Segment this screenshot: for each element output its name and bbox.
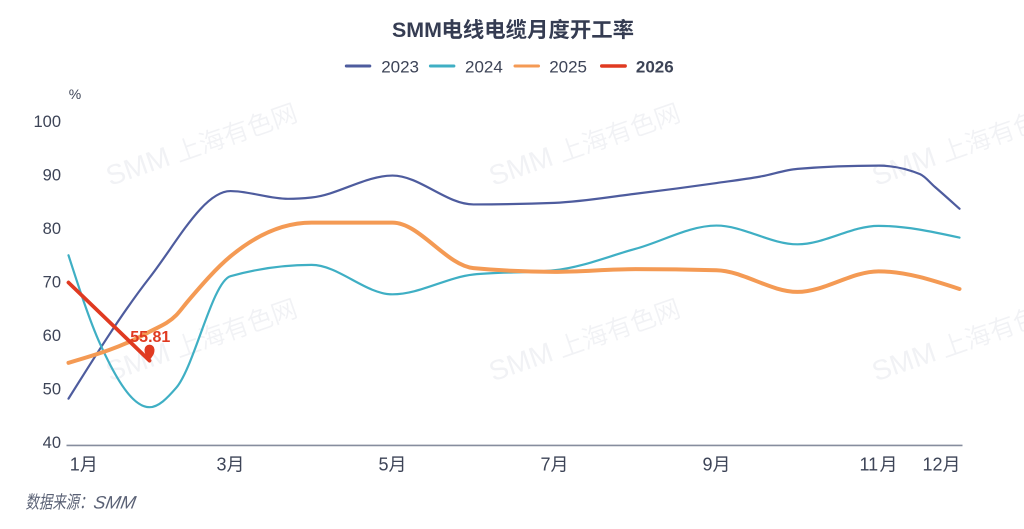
svg-text:3: 3 bbox=[217, 455, 227, 475]
svg-text:90: 90 bbox=[43, 167, 61, 185]
svg-text:SMM: SMM bbox=[392, 18, 442, 42]
svg-text:100: 100 bbox=[33, 113, 61, 131]
svg-text:60: 60 bbox=[43, 327, 61, 345]
svg-text:SMM: SMM bbox=[92, 492, 138, 512]
svg-text:40: 40 bbox=[43, 434, 61, 452]
svg-text:9: 9 bbox=[703, 455, 713, 475]
svg-text:7: 7 bbox=[541, 455, 551, 475]
svg-text:12: 12 bbox=[923, 455, 943, 475]
svg-text:5: 5 bbox=[379, 455, 389, 475]
svg-text:2024: 2024 bbox=[465, 57, 503, 76]
svg-text:55.81: 55.81 bbox=[130, 329, 170, 346]
svg-text:1: 1 bbox=[70, 455, 80, 475]
svg-text:11: 11 bbox=[860, 455, 879, 475]
svg-text:2025: 2025 bbox=[549, 57, 587, 76]
svg-text:2023: 2023 bbox=[381, 57, 419, 76]
svg-text:70: 70 bbox=[43, 274, 61, 292]
svg-text:80: 80 bbox=[43, 220, 61, 238]
svg-text:50: 50 bbox=[43, 381, 61, 399]
svg-text:2026: 2026 bbox=[636, 57, 674, 76]
svg-text:%: % bbox=[69, 86, 81, 102]
